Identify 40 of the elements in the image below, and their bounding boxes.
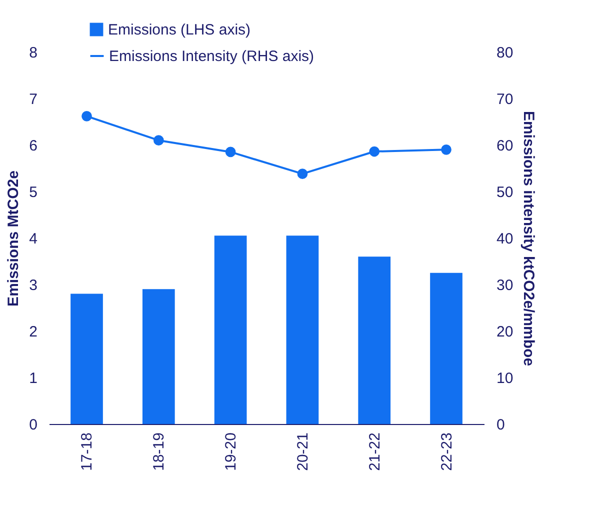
x-tick-label: 20-21: [294, 432, 312, 471]
y2-tick-label: 40: [496, 230, 514, 248]
y-tick-label: 6: [29, 138, 38, 154]
point: [369, 146, 380, 157]
bar: [430, 272, 462, 424]
y-axis-title: Emissions MtCO2e: [5, 170, 22, 306]
x-tick-label: 19-20: [222, 432, 240, 471]
y2-tick-label: 80: [496, 44, 514, 62]
x-tick-label: 21-22: [366, 432, 384, 471]
point: [153, 135, 164, 146]
point: [297, 168, 308, 180]
y2-tick-label: 70: [496, 91, 514, 108]
bar: [214, 236, 247, 424]
y2-tick-label: 60: [496, 138, 514, 154]
point: [225, 146, 236, 158]
point: [441, 144, 452, 155]
y2-axis-title: Emissions intensity ktCO2e/mmboe: [520, 110, 538, 366]
point: [82, 110, 92, 122]
y-tick-label: 5: [29, 184, 38, 201]
y2-tick-label: 20: [496, 324, 514, 340]
bar: [142, 289, 175, 424]
bar: [286, 236, 319, 424]
bar: [70, 294, 103, 424]
y-tick-label: 7: [29, 91, 38, 108]
x-tick-label: 22-23: [438, 432, 456, 471]
y2-tick-label: 30: [496, 277, 514, 294]
x-tick-label: 18-19: [150, 432, 168, 471]
y-tick-label: 3: [29, 277, 38, 294]
legend-label: Emissions (LHS axis): [108, 22, 251, 38]
y2-tick-label: 50: [496, 184, 514, 201]
y-tick-label: 0: [29, 416, 38, 434]
legend-label: Emissions Intensity (RHS axis): [109, 48, 314, 65]
y-tick-label: 2: [29, 324, 38, 340]
y-tick-label: 8: [29, 44, 38, 62]
y-tick-label: 1: [29, 370, 38, 387]
bar: [358, 256, 391, 424]
y-tick-label: 4: [29, 230, 38, 248]
y2-tick-label: 10: [496, 370, 514, 387]
y2-tick-label: 0: [496, 416, 505, 434]
x-tick-label: 17-18: [78, 432, 96, 471]
